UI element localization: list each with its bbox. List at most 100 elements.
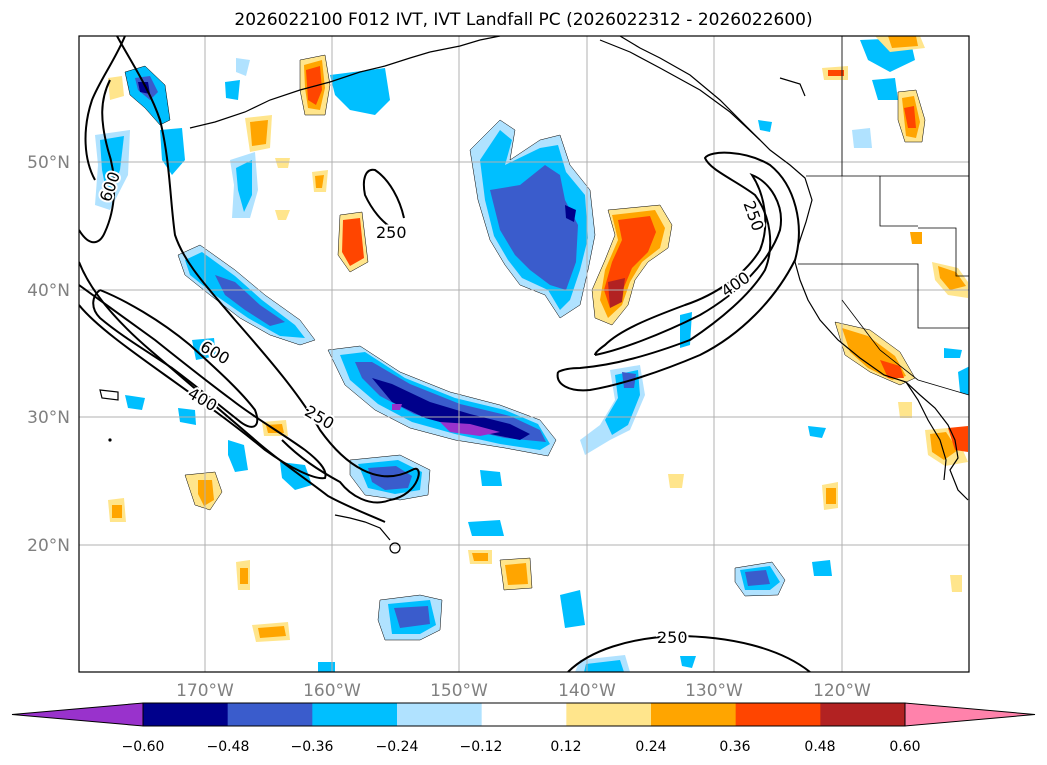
anomaly-patch [560,590,585,628]
anomaly-patch [258,626,286,638]
colorbar-tick-label: −0.48 [207,739,250,755]
anomaly-patch [880,360,904,378]
anomaly-patch [342,218,364,266]
coastlines [99,36,969,554]
colorbar-segment [566,703,652,726]
ivt-contours [79,36,811,672]
contour-line-250-small [362,168,405,229]
colorbar-segments [11,702,1036,727]
colorbar-tick-labels: −0.60 −0.48 −0.36 −0.24 −0.12 0.12 0.24 … [122,739,921,755]
contour-line-400-sw [79,284,327,480]
colorbar-segment [143,703,229,726]
lon-label: 120°W [813,681,871,700]
anomaly-patch [472,553,488,561]
anomaly-patch [392,404,402,410]
anomaly-patch [888,36,918,48]
colorbar-extend-high [904,702,1036,727]
anomaly-patch [608,278,625,308]
anomaly-patch [275,210,290,220]
colorbar-tick-label: 0.36 [719,739,750,755]
contour-label: 250 [657,628,688,647]
contour-line-600-sw [92,289,259,428]
contour-line-400-east [594,172,782,356]
anomaly-patch [275,158,290,168]
contour-line-250-west [79,261,386,523]
anomaly-patch [668,474,684,488]
hawaii-island [389,542,401,554]
colorbar-tick-label: −0.24 [376,739,419,755]
anomaly-patch [394,606,430,628]
map-title: 2026022100 F012 IVT, IVT Landfall PC (20… [234,10,813,30]
anomaly-patch [565,205,576,222]
colorbar-tick-label: 0.12 [550,739,581,755]
lon-labels: 170°W 160°W 150°W 140°W 130°W 120°W [176,681,871,700]
anomaly-patch [680,656,696,668]
anomaly-patch [958,366,969,395]
colorbar-extend-low [11,702,144,727]
colorbar-segment [735,703,821,726]
lat-label: 50°N [27,153,70,173]
border-line [879,349,919,381]
anomaly-patch [215,275,285,326]
aleutian-coastline [189,51,431,129]
bc-coastline [599,39,761,141]
anomaly-patch [480,470,502,486]
anomaly-patch [280,462,312,490]
colorbar-tick-label: 0.48 [804,739,835,755]
baja-coastline [905,381,947,481]
lon-label: 140°W [558,681,616,700]
hawaii-islands [334,514,391,541]
lat-label: 40°N [27,281,70,301]
anomaly-patch [950,575,962,592]
colorbar-segment [820,703,906,726]
border-line [841,299,881,351]
alaska-coastline [429,36,501,53]
border-line [917,379,969,396]
lat-label: 30°N [27,408,70,428]
lon-label: 130°W [685,681,743,700]
anomaly-patch [808,426,826,438]
lon-label: 150°W [430,681,488,700]
anomaly-patch [944,348,962,358]
anomaly-patch [758,120,772,132]
colorbar-tick-label: −0.12 [460,739,503,755]
positive-anomaly-patches [108,36,968,642]
gridlines [79,36,969,672]
coastline-bit [779,77,806,97]
anomaly-patch [198,480,214,506]
anomaly-patch [745,570,770,586]
anomaly-patch [938,266,966,290]
anomaly-patch [228,440,248,472]
anomaly-patch [440,422,500,436]
contour-label: 250 [376,223,407,242]
lon-label: 170°W [176,681,234,700]
anomaly-patch [828,70,844,76]
colorbar-segment [651,703,737,726]
anomaly-patch [904,106,916,128]
colorbar-segment [312,703,398,726]
anomaly-patch [306,66,322,105]
anomaly-patch [826,488,836,504]
negative-anomaly-patches [95,38,969,672]
anomaly-patch [910,232,922,244]
anomaly-patch [240,568,248,584]
lat-label: 20°N [27,536,70,556]
anomaly-patch [225,80,240,100]
contour-line-250-south [567,634,811,672]
anomaly-patch [505,563,528,585]
anomaly-patch [584,660,624,672]
anomaly-patch [112,505,122,518]
colorbar-tick-label: −0.60 [122,739,165,755]
contour-line-250 [116,36,420,504]
anomaly-patch [898,402,912,418]
anomaly-patch [318,662,335,672]
anomaly-patch [368,466,412,490]
colorbar-tick-label: −0.36 [291,739,334,755]
colorbar-tick-label: 0.24 [635,739,666,755]
anomaly-patch [236,58,250,76]
border-line [798,263,969,329]
anomaly-patch [160,128,185,175]
colorbar-segment [481,703,567,726]
border-line [918,227,969,277]
anomaly-patch [315,175,324,188]
